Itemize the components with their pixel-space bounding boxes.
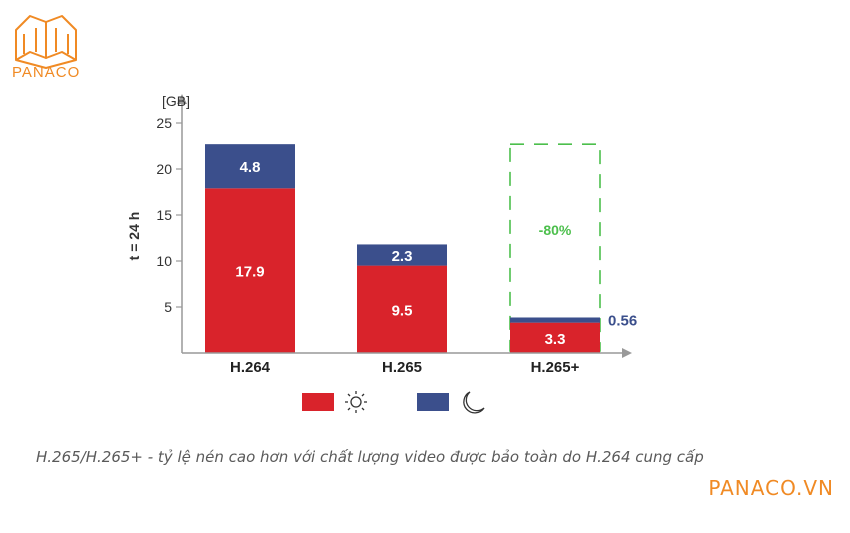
data-label-day: 9.5: [392, 302, 413, 319]
y-tick-label: 20: [156, 161, 172, 177]
open-book-icon: [15, 15, 77, 69]
y-tick-label: 25: [156, 115, 172, 131]
data-label-day: 3.3: [545, 331, 566, 348]
bar-night: [510, 317, 600, 323]
legend-swatch-night: [417, 393, 449, 411]
logo-text: PANACO: [12, 64, 81, 81]
x-tick-label: H.265: [382, 359, 422, 376]
sun-icon: [345, 391, 367, 413]
y-axis-title: t = 24 h: [126, 212, 142, 261]
data-label-day: 17.9: [235, 264, 264, 281]
y-unit-label: [GB]: [162, 93, 190, 109]
data-label-night: 0.56: [608, 312, 637, 329]
legend: [302, 391, 485, 414]
brand-watermark: PANACO.VN: [708, 476, 834, 500]
data-label-night: 2.3: [392, 248, 413, 265]
figure-caption: H.265/H.265+ - tỷ lệ nén cao hơn với chấ…: [36, 448, 704, 466]
data-label-night: 4.8: [240, 159, 261, 176]
legend-swatch-day: [302, 393, 334, 411]
x-tick-labels: H.264 H.265 H.265+: [230, 359, 580, 376]
y-tick-label: 5: [164, 299, 172, 315]
x-axis: [182, 348, 632, 358]
reduction-label: -80%: [539, 222, 572, 238]
x-tick-label: H.265+: [531, 359, 580, 376]
bar-day: [357, 265, 447, 353]
panaco-logo: [15, 15, 77, 69]
bar-day: [510, 322, 600, 353]
y-tick-label: 10: [156, 253, 172, 269]
y-tick-label: 15: [156, 207, 172, 223]
y-ticks: 5 10 15 20 25: [156, 115, 182, 315]
y-axis: [177, 94, 187, 353]
moon-icon: [463, 391, 485, 414]
bar-day: [205, 188, 295, 353]
bars-layer: -80% 17.9 4.8 9.5 2.3 3.3 0.56: [205, 143, 637, 353]
bar-night: [357, 244, 447, 266]
x-tick-label: H.264: [230, 359, 271, 376]
bar-night: [205, 144, 295, 189]
